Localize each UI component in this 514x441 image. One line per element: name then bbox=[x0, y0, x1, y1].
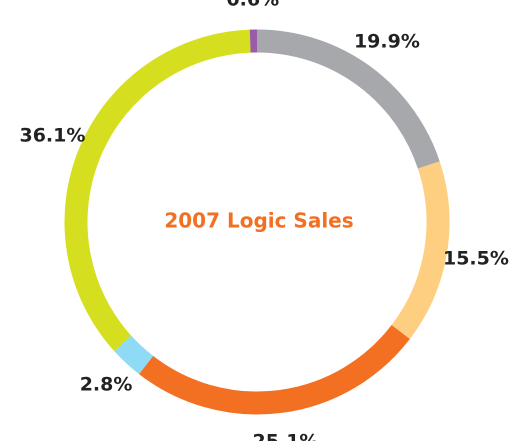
data-label: 19.9% bbox=[354, 30, 420, 52]
data-label: 15.5% bbox=[443, 247, 509, 269]
data-label: 2.8% bbox=[80, 373, 133, 395]
donut-segment bbox=[256, 29, 440, 169]
donut-segment bbox=[139, 324, 410, 415]
data-label: 36.1% bbox=[19, 124, 85, 146]
data-label: 0.6% bbox=[226, 0, 279, 11]
chart-title: 2007 Logic Sales bbox=[164, 209, 353, 233]
data-label: 25.1% bbox=[253, 431, 319, 441]
donut-segment bbox=[391, 161, 450, 340]
donut-segment bbox=[64, 29, 251, 352]
donut-segment bbox=[114, 335, 154, 375]
